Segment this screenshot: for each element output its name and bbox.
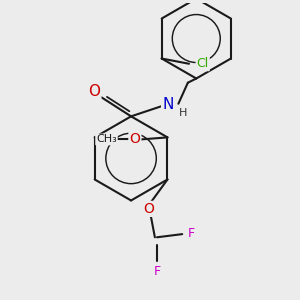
Text: O: O [130, 133, 140, 146]
Text: O: O [88, 84, 100, 99]
Text: N: N [162, 97, 174, 112]
Text: F: F [153, 266, 161, 278]
Text: Cl: Cl [196, 57, 209, 70]
Text: F: F [188, 226, 195, 240]
Text: H: H [178, 108, 187, 118]
Text: O: O [143, 202, 154, 216]
Text: CH₃: CH₃ [96, 134, 117, 145]
